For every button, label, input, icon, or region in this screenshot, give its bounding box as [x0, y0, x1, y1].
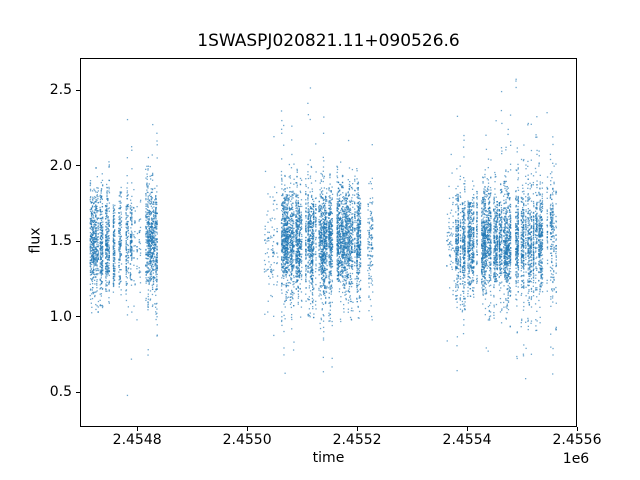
y-tick-label: 0.5 — [49, 384, 72, 401]
x-tick-mark — [246, 427, 248, 431]
x-tick-label: 2.4548 — [112, 432, 162, 448]
x-tick-label: 2.4550 — [222, 432, 272, 448]
y-tick-label: 2.0 — [49, 157, 72, 174]
y-tick-mark — [76, 316, 80, 318]
x-axis-label: time — [312, 450, 345, 466]
x-tick-label: 2.4554 — [442, 432, 492, 448]
y-tick-label: 2.5 — [49, 82, 72, 99]
x-tick-label: 2.4556 — [552, 432, 602, 448]
x-tick-label: 2.4552 — [332, 432, 382, 448]
x-tick-mark — [356, 427, 358, 431]
x-tick-mark — [136, 427, 138, 431]
y-tick-mark — [76, 240, 80, 242]
chart-title: 1SWASPJ020821.11+090526.6 — [197, 31, 460, 51]
scatter-points — [80, 58, 577, 427]
x-axis-offset-text: 1e6 — [562, 451, 590, 467]
y-tick-mark — [76, 89, 80, 91]
y-tick-mark — [76, 165, 80, 167]
y-tick-mark — [76, 391, 80, 393]
y-tick-label: 1.0 — [49, 308, 72, 325]
x-tick-mark — [466, 427, 468, 431]
x-tick-mark — [576, 427, 578, 431]
y-tick-label: 1.5 — [49, 233, 72, 250]
